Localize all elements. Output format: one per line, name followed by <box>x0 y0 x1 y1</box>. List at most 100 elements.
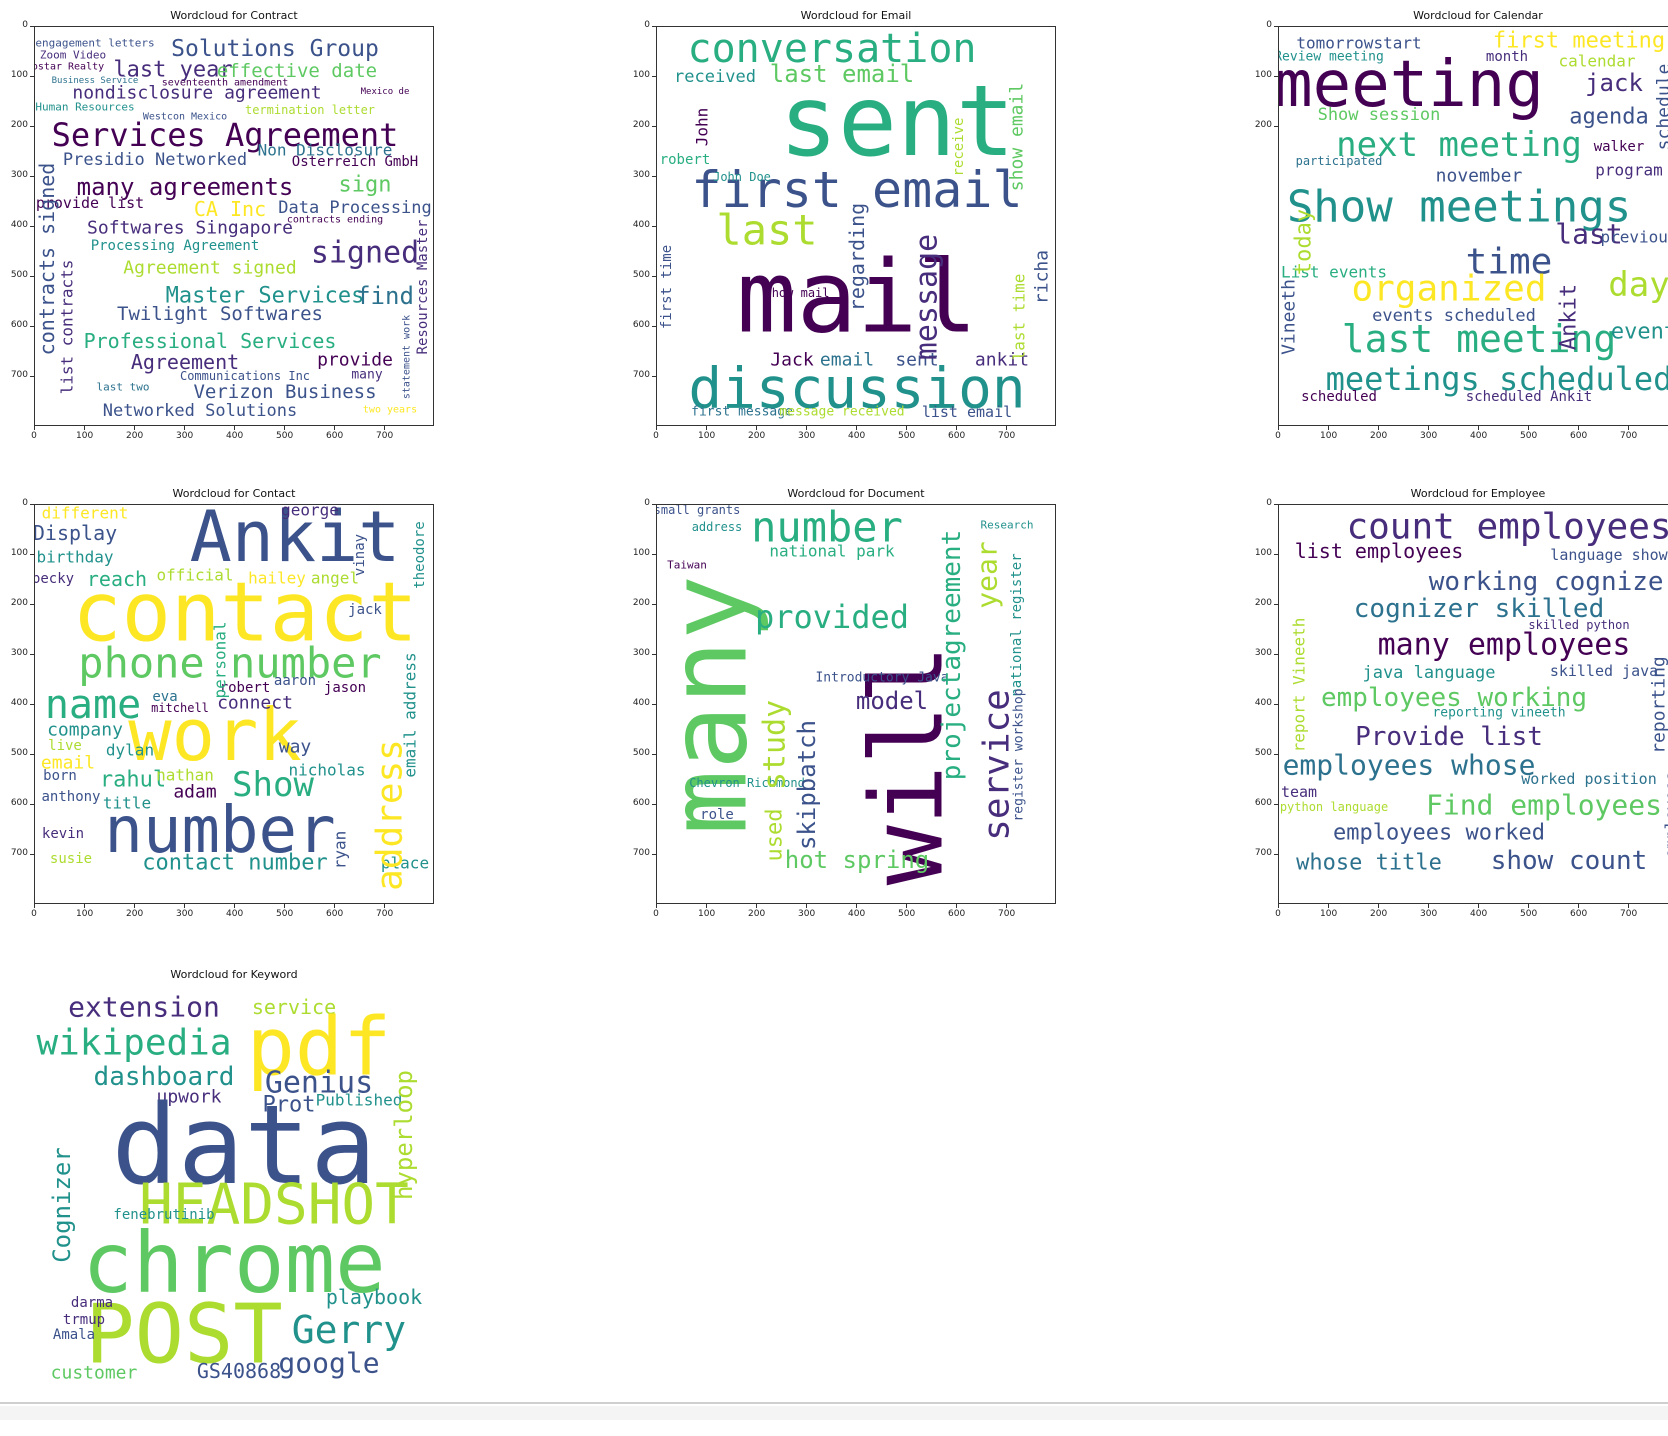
y-tick-mark <box>1274 754 1278 755</box>
x-tick-label: 200 <box>1370 431 1388 441</box>
y-tick-label: 400 <box>632 698 650 708</box>
y-tick-mark <box>1274 26 1278 27</box>
word-2-20: last meeting <box>1342 317 1617 361</box>
chart-title: Wordcloud for Contact <box>172 487 296 500</box>
word-2-27: today <box>1292 209 1317 275</box>
y-tick-label: 300 <box>10 648 28 658</box>
word-3-16: connect <box>217 693 293 714</box>
y-tick-mark <box>652 276 656 277</box>
y-tick-label: 200 <box>632 120 650 130</box>
y-tick-label: 600 <box>10 320 28 330</box>
x-tick-mark <box>806 904 807 908</box>
word-0-21: Data Processing <box>278 198 432 218</box>
word-3-29: nicholas <box>288 761 365 780</box>
y-tick-mark <box>652 76 656 77</box>
x-tick-mark <box>756 904 757 908</box>
word-5-6: many employees <box>1378 628 1631 663</box>
word-4-3: national park <box>769 542 895 561</box>
x-tick-mark <box>1628 426 1629 430</box>
y-tick-label: 300 <box>10 170 28 180</box>
word-0-6: Human Resources <box>35 101 134 114</box>
y-tick-label: 700 <box>632 370 650 380</box>
x-tick-mark <box>806 426 807 430</box>
x-tick-label: 100 <box>76 909 94 919</box>
word-6-4: dashboard <box>94 1062 235 1092</box>
word-0-5: Mexico de <box>361 87 410 97</box>
word-1-23: last time <box>1010 274 1029 361</box>
word-3-42: ryan <box>331 831 350 870</box>
x-tick-label: 700 <box>376 431 394 441</box>
y-tick-label: 0 <box>1266 498 1272 508</box>
word-2-14: Show meetings <box>1287 182 1631 233</box>
x-tick-mark <box>906 904 907 908</box>
y-tick-label: 400 <box>632 220 650 230</box>
x-tick-label: 0 <box>653 431 659 441</box>
y-tick-mark <box>30 854 34 855</box>
word-5-2: language show <box>1550 546 1668 564</box>
chart-title: Wordcloud for Calendar <box>1413 9 1543 22</box>
word-0-7: termination letter <box>245 103 375 117</box>
x-tick-label: 700 <box>998 909 1016 919</box>
word-0-16: Osterreich GmbH <box>292 154 418 170</box>
x-tick-label: 300 <box>798 431 816 441</box>
x-tick-label: 500 <box>276 431 294 441</box>
y-tick-mark <box>30 754 34 755</box>
y-tick-mark <box>652 804 656 805</box>
x-tick-label: 600 <box>948 909 966 919</box>
plot-area: meeting first meeting tomorrowstart Review … <box>1278 26 1668 426</box>
word-6-22: Amala <box>53 1327 95 1343</box>
word-0-30: Professional Services <box>84 329 337 353</box>
y-tick-label: 300 <box>632 648 650 658</box>
y-tick-label: 0 <box>22 20 28 30</box>
x-tick-mark <box>334 904 335 908</box>
word-1-6: mail <box>737 239 978 356</box>
word-3-43: vinay <box>352 534 368 576</box>
word-3-24: born <box>43 768 77 784</box>
word-3-21: email <box>41 753 95 774</box>
word-6-14: playbook <box>326 1285 422 1309</box>
x-tick-label: 200 <box>126 909 144 919</box>
x-tick-label: 400 <box>1470 909 1488 919</box>
word-5-1: list employees <box>1295 539 1464 563</box>
word-3-31: title <box>103 794 151 813</box>
y-tick-mark <box>1274 504 1278 505</box>
y-tick-mark <box>1274 554 1278 555</box>
word-0-19: provide list <box>36 194 144 212</box>
y-tick-mark <box>30 804 34 805</box>
x-tick-mark <box>1578 904 1579 908</box>
word-4-1: will <box>849 645 966 886</box>
word-0-2: last year <box>113 58 232 83</box>
y-tick-mark <box>1274 604 1278 605</box>
word-0-23: contracts ending <box>287 215 383 226</box>
word-0-8: Westcon Mexico <box>143 112 227 123</box>
x-tick-label: 400 <box>226 431 244 441</box>
word-2-10: walker <box>1594 139 1645 155</box>
word-2-13: program <box>1595 161 1662 180</box>
word-2-26: scheduled Ankit <box>1466 389 1592 405</box>
x-tick-label: 200 <box>748 431 766 441</box>
plot-area: extension service wikipedia pdf dashboard Gen… <box>34 985 432 1383</box>
y-tick-mark <box>30 654 34 655</box>
x-tick-mark <box>84 904 85 908</box>
word-2-8: agenda <box>1569 105 1648 130</box>
y-tick-label: 700 <box>10 848 28 858</box>
word-3-39: address <box>370 739 411 891</box>
y-tick-mark <box>1274 126 1278 127</box>
word-5-22: employees <box>1662 772 1668 859</box>
horizontal-scrollbar[interactable] <box>0 1406 1668 1420</box>
word-0-4: nondisclosure agreement <box>72 83 321 104</box>
x-tick-mark <box>1478 426 1479 430</box>
y-tick-label: 200 <box>1254 598 1272 608</box>
plot-area: many will number national park provided Intro… <box>656 504 1056 904</box>
x-tick-mark <box>756 426 757 430</box>
x-tick-label: 0 <box>1275 909 1281 919</box>
word-6-0: extension <box>68 991 220 1024</box>
x-tick-label: 300 <box>176 431 194 441</box>
x-tick-mark <box>656 426 657 430</box>
word-6-8: Published <box>316 1091 403 1110</box>
y-tick-label: 600 <box>1254 798 1272 808</box>
x-tick-mark <box>184 904 185 908</box>
word-0-10: engagement letters <box>35 37 154 50</box>
word-2-11: participated <box>1296 154 1383 168</box>
